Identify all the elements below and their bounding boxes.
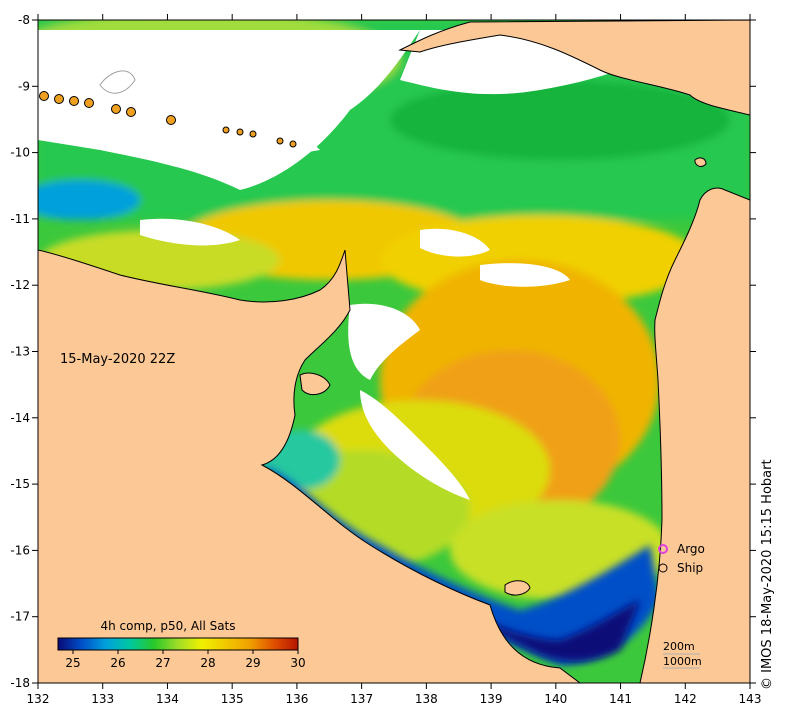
land-cape-york	[639, 187, 750, 683]
lon-tick-label: 141	[609, 692, 632, 706]
colorbar-tick-label: 30	[290, 656, 305, 670]
cold-band	[262, 465, 660, 665]
lat-tick-label: -15	[10, 477, 30, 491]
lon-tick-label: 136	[285, 692, 308, 706]
cold-core	[440, 600, 640, 662]
lon-tick-label: 138	[415, 692, 438, 706]
map-plot-area	[38, 20, 750, 683]
lon-tick-label: 140	[544, 692, 567, 706]
land-new-guinea	[398, 20, 750, 116]
land	[38, 20, 750, 683]
colorbar-tick-label: 26	[110, 656, 125, 670]
lon-tick-label: 132	[27, 692, 50, 706]
colorbar-tick-label: 29	[245, 656, 260, 670]
legend-contour-200: 200m	[663, 640, 695, 653]
longitude-axis: 132 133 134 135 136 137 138 139 140 141 142 143	[27, 14, 762, 706]
lon-tick-label: 134	[156, 692, 179, 706]
legend: Argo Ship 200m 1000m	[658, 542, 705, 669]
colorbar-title: 4h comp, p50, All Sats	[100, 619, 235, 633]
lat-tick-label: -9	[18, 79, 30, 93]
credit-text: © IMOS 18-May-2020 15:15 Hobart	[760, 459, 775, 690]
lon-tick-label: 139	[480, 692, 503, 706]
colorbar-tick-label: 28	[200, 656, 215, 670]
lon-tick-label: 137	[350, 692, 373, 706]
lon-tick-label: 133	[91, 692, 114, 706]
bathymetry-contour	[99, 70, 136, 94]
lat-tick-label: -16	[10, 543, 30, 557]
latitude-axis: -8 -9 -10 -11 -12 -13 -14 -15 -16 -17 -18	[10, 13, 756, 690]
lat-tick-label: -12	[10, 278, 30, 292]
legend-argo: Argo	[677, 542, 705, 556]
lat-tick-label: -14	[10, 411, 30, 425]
colorbar-ticks: 25 26 27 28 29 30	[65, 650, 306, 670]
land-island	[299, 372, 331, 396]
lat-tick-label: -10	[10, 146, 30, 160]
land-small-island-east	[694, 157, 707, 167]
colorbar-gradient	[57, 637, 299, 651]
colorbar-tick-label: 25	[65, 656, 80, 670]
legend-contour-1000: 1000m	[663, 655, 702, 668]
legend-ship: Ship	[677, 561, 703, 575]
lat-tick-label: -17	[10, 610, 30, 624]
land-mornington-island	[504, 580, 531, 596]
argo-marker-icon	[658, 544, 668, 554]
lat-tick-label: -13	[10, 345, 30, 359]
date-label: 15-May-2020 22Z	[60, 352, 175, 367]
colorbar: 4h comp, p50, All Sats 25 26 27 28 29 30	[57, 619, 306, 670]
ship-marker-icon	[658, 563, 668, 573]
ship-markers	[39, 91, 297, 148]
land-northern-territory	[38, 249, 581, 683]
colorbar-tick-label: 27	[155, 656, 170, 670]
lon-tick-label: 142	[674, 692, 697, 706]
lon-tick-label: 143	[739, 692, 762, 706]
lon-tick-label: 135	[221, 692, 244, 706]
lat-tick-label: -11	[10, 212, 30, 226]
lat-tick-label: -8	[18, 13, 30, 27]
lat-tick-label: -18	[10, 676, 30, 690]
